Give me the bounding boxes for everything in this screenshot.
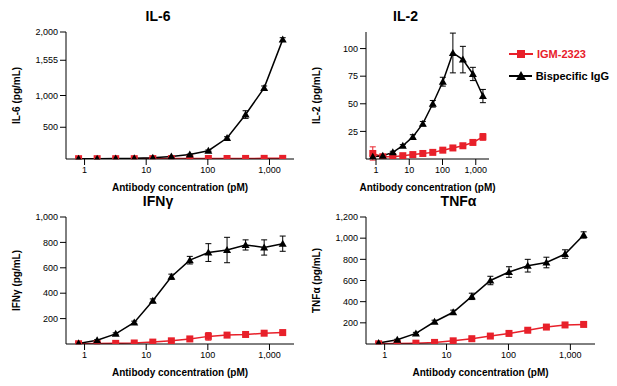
svg-text:800: 800: [43, 238, 58, 248]
svg-text:1,000: 1,000: [258, 165, 281, 175]
svg-text:75: 75: [348, 71, 358, 81]
html-text:IL-6: IL-6: [145, 8, 171, 24]
svg-text:600: 600: [343, 276, 358, 286]
svg-text:Antibody concentration (pM): Antibody concentration (pM): [359, 182, 495, 193]
svg-text:1,000: 1,000: [559, 350, 582, 360]
html-text:IFNγ: IFNγ: [142, 193, 174, 209]
svg-text:1: 1: [374, 165, 379, 175]
svg-text:1: 1: [82, 165, 87, 175]
html-text:IL-2: IL-2: [393, 8, 418, 24]
svg-text:10: 10: [404, 165, 414, 175]
svg-text:IFNγ (pg/mL): IFNγ (pg/mL): [11, 250, 22, 311]
svg-text:500: 500: [43, 122, 58, 132]
svg-text:400: 400: [343, 297, 358, 307]
svg-text:100: 100: [200, 350, 215, 360]
svg-text:10: 10: [141, 165, 151, 175]
html-text:Bispecific IgG: Bispecific IgG: [535, 70, 609, 82]
svg-text:1: 1: [82, 350, 87, 360]
svg-text:100: 100: [200, 165, 215, 175]
svg-text:TNFα (pg/mL): TNFα (pg/mL): [311, 248, 322, 313]
svg-text:Antibody concentration (pM): Antibody concentration (pM): [412, 367, 548, 378]
svg-text:1,000: 1,000: [258, 350, 281, 360]
svg-text:400: 400: [43, 288, 58, 298]
svg-text:Antibody concentration (pM): Antibody concentration (pM): [112, 367, 248, 378]
svg-text:1,000: 1,000: [35, 212, 58, 222]
svg-text:1,000: 1,000: [465, 165, 488, 175]
svg-text:IL-2 (pg/mL): IL-2 (pg/mL): [311, 67, 322, 124]
svg-text:10: 10: [442, 350, 452, 360]
svg-text:100: 100: [343, 44, 358, 54]
svg-text:Antibody concentration (pM): Antibody concentration (pM): [112, 182, 248, 193]
html-text:IGM-2323: IGM-2323: [537, 48, 586, 60]
svg-text:25: 25: [348, 127, 358, 137]
svg-text:100: 100: [435, 165, 450, 175]
svg-text:1: 1: [382, 350, 387, 360]
svg-text:800: 800: [343, 255, 358, 265]
svg-text:100: 100: [501, 350, 516, 360]
svg-text:600: 600: [43, 263, 58, 273]
svg-text:10: 10: [141, 350, 151, 360]
svg-text:2,000: 2,000: [35, 27, 58, 37]
svg-text:200: 200: [343, 318, 358, 328]
html-text:TNFα: TNFα: [440, 193, 477, 209]
svg-text:IL-6 (pg/mL): IL-6 (pg/mL): [11, 67, 22, 124]
svg-text:50: 50: [348, 99, 358, 109]
svg-text:200: 200: [43, 314, 58, 324]
svg-text:1,555: 1,555: [35, 55, 58, 65]
svg-text:1,000: 1,000: [35, 91, 58, 101]
svg-text:1,000: 1,000: [335, 233, 358, 243]
svg-text:1,200: 1,200: [335, 212, 358, 222]
